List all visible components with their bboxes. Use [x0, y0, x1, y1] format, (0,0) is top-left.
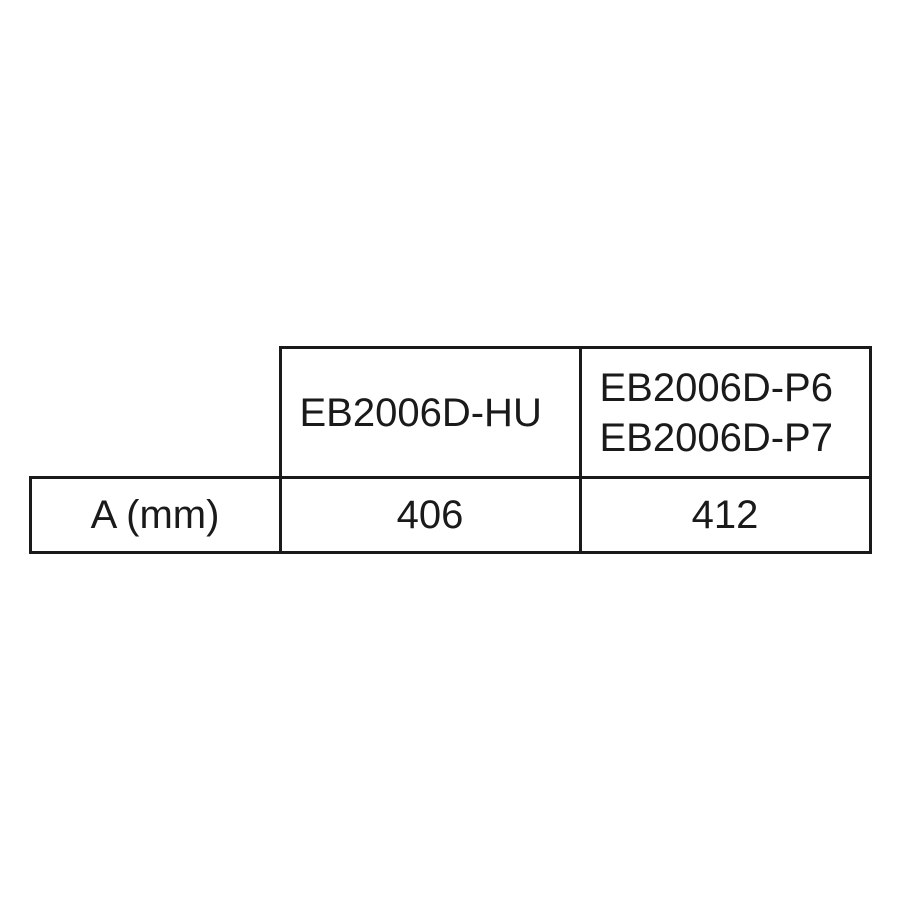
column-header-1: EB2006D-HU — [280, 348, 580, 478]
cell-value-2-text: 412 — [692, 493, 759, 537]
row-label: A (mm) — [30, 478, 280, 553]
table-row: A (mm) 406 412 — [30, 478, 870, 553]
cell-value-2: 412 — [580, 478, 870, 553]
table-header-row: EB2006D-HU EB2006D-P6 EB2006D-P7 — [30, 348, 870, 478]
row-label-text: A (mm) — [91, 493, 220, 537]
empty-corner-cell — [30, 348, 280, 478]
column-header-2: EB2006D-P6 EB2006D-P7 — [580, 348, 870, 478]
cell-value-1: 406 — [280, 478, 580, 553]
column-header-1-line-1: EB2006D-HU — [300, 391, 542, 435]
column-header-2-line-2: EB2006D-P7 — [600, 416, 833, 460]
spec-table-container: EB2006D-HU EB2006D-P6 EB2006D-P7 A (mm) … — [29, 346, 872, 554]
column-header-2-line-1: EB2006D-P6 — [600, 366, 833, 410]
spec-table: EB2006D-HU EB2006D-P6 EB2006D-P7 A (mm) … — [29, 346, 872, 554]
cell-value-1-text: 406 — [397, 493, 464, 537]
